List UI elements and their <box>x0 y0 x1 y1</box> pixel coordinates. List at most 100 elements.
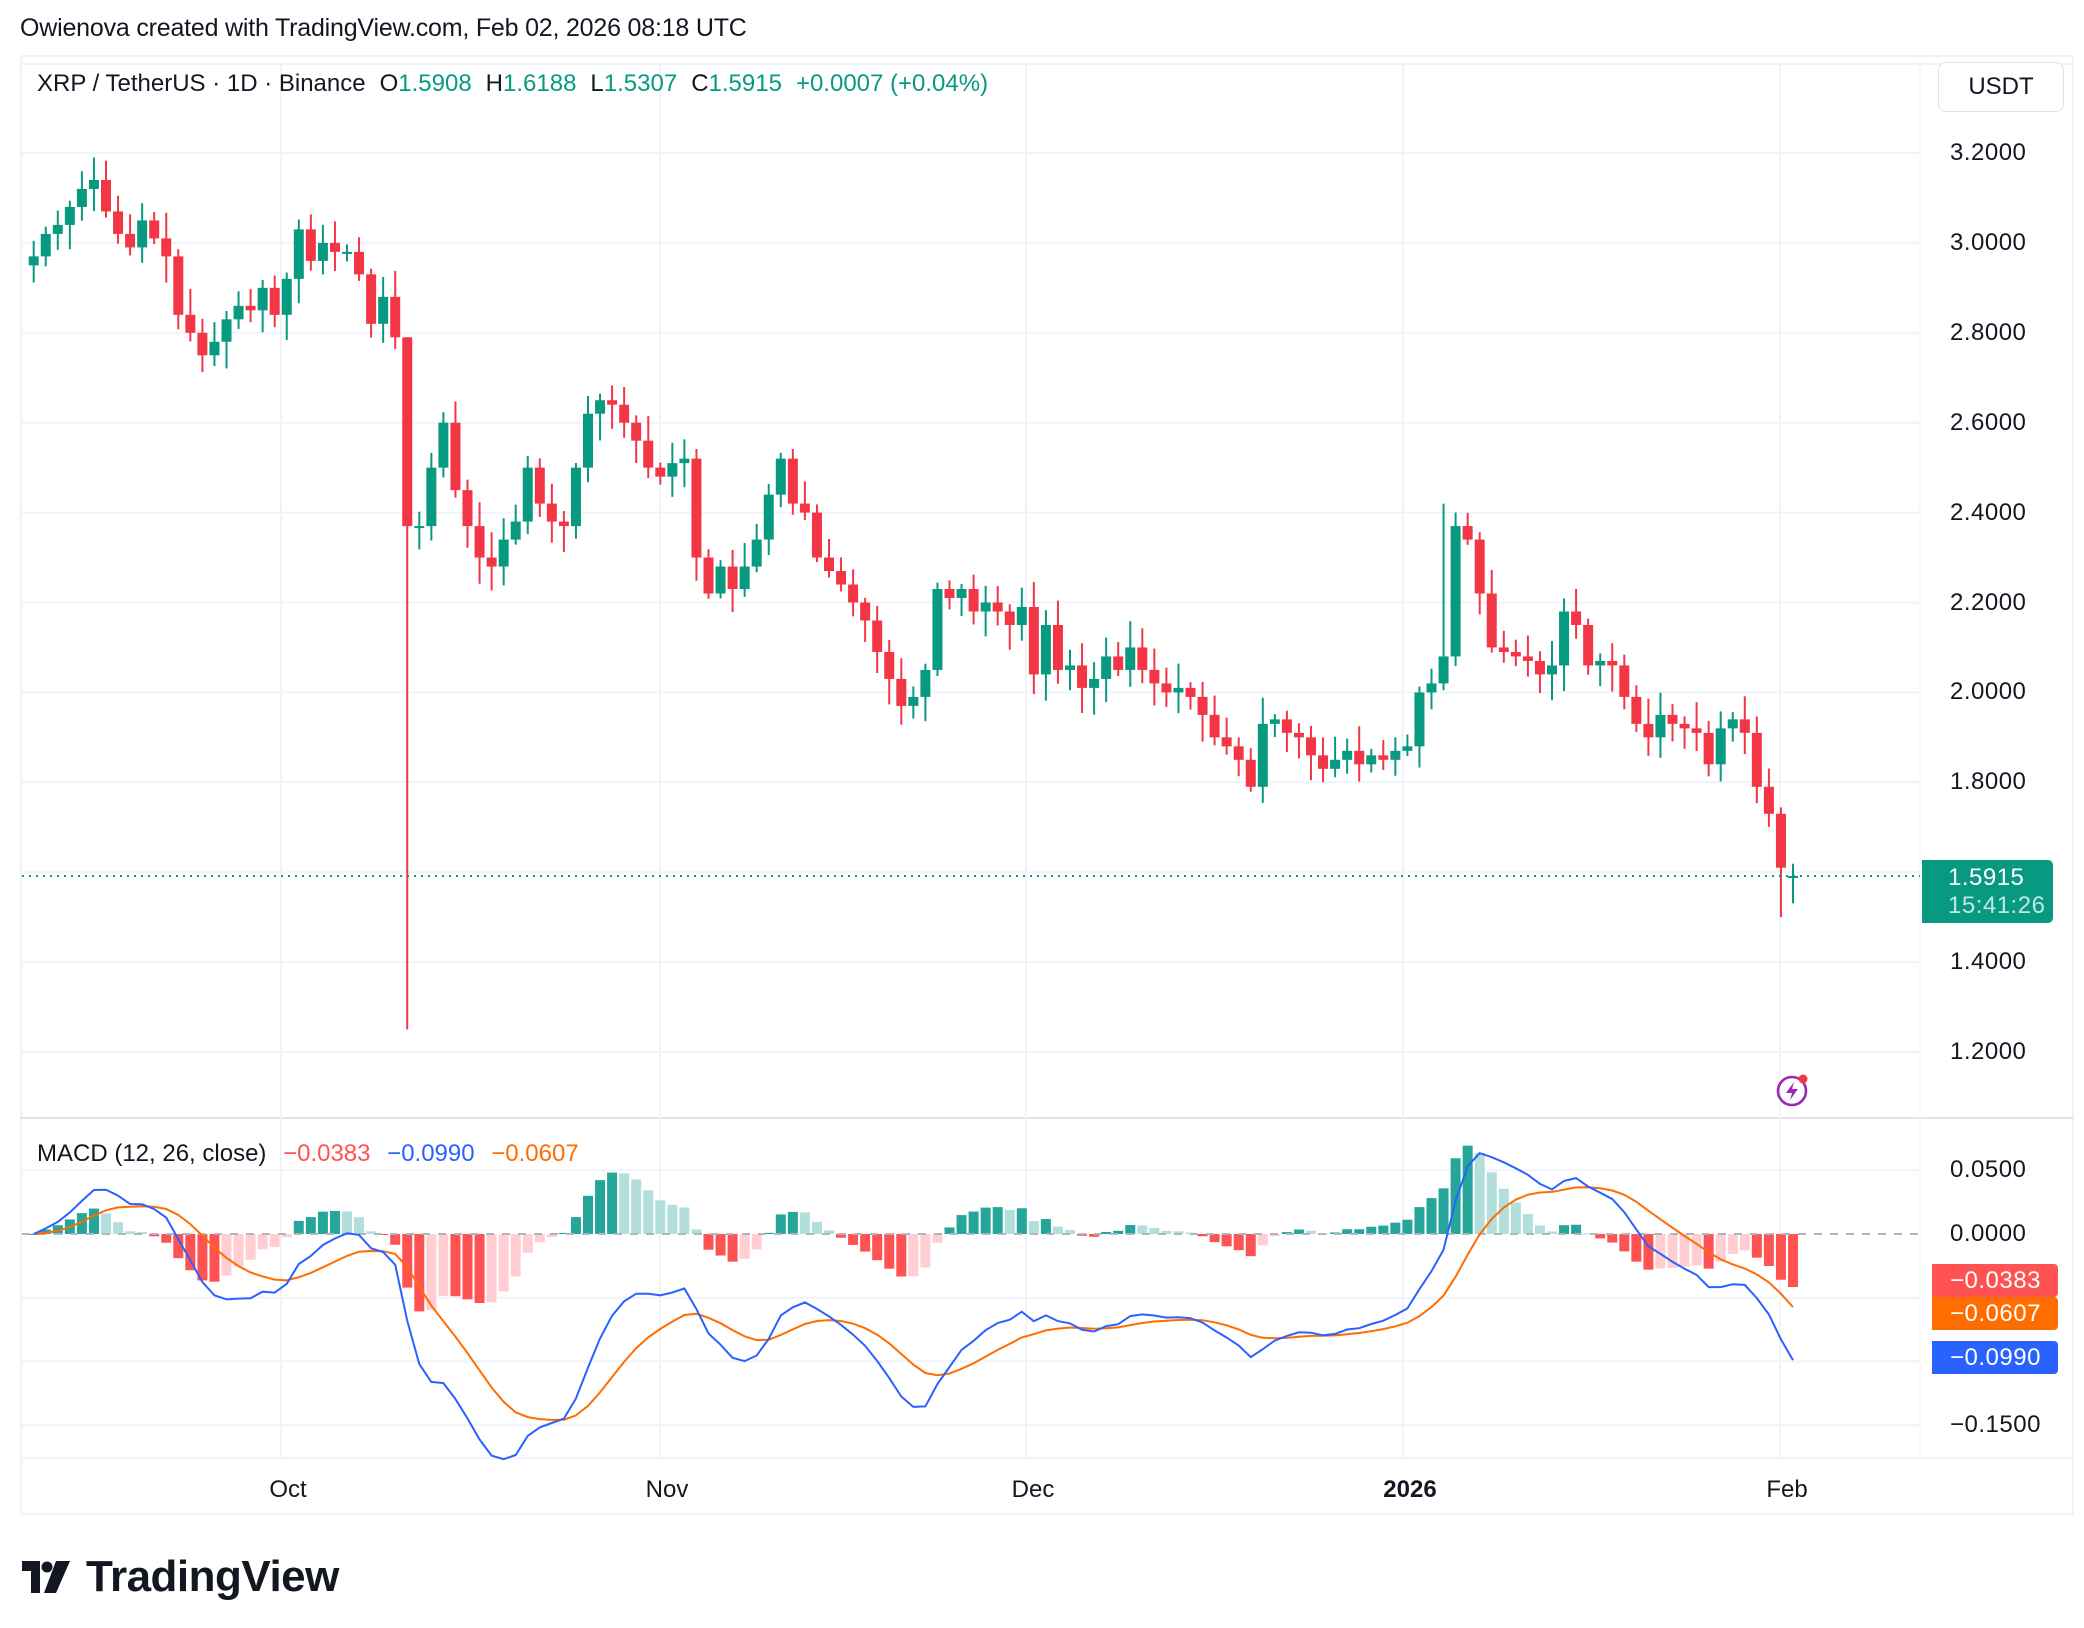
candle <box>908 696 919 706</box>
macd-histogram-bar <box>1655 1234 1666 1269</box>
macd-histogram-bar <box>583 1195 593 1234</box>
candle <box>233 305 244 320</box>
macd-histogram-bar <box>1691 1234 1702 1266</box>
time-axis-label: Oct <box>269 1476 307 1503</box>
macd-histogram-bar <box>968 1211 979 1234</box>
macd-histogram-bar <box>354 1217 365 1234</box>
candle <box>1077 665 1088 688</box>
macd-histogram-bar <box>775 1214 786 1234</box>
macd-histogram-bar <box>1245 1234 1256 1257</box>
low-value: 1.5307 <box>603 70 678 97</box>
change-value: +0.0007 (+0.04%) <box>795 70 989 97</box>
candle <box>257 287 268 311</box>
candle <box>631 422 642 441</box>
macd-histogram-bar <box>1342 1229 1353 1234</box>
symbol-title[interactable]: XRP / TetherUS · 1D · Binance <box>37 70 366 97</box>
time-axis-label: Nov <box>645 1476 689 1503</box>
candle <box>884 651 895 679</box>
candle <box>667 463 678 477</box>
candle <box>558 521 569 527</box>
candle <box>1330 759 1341 769</box>
macd-histogram-bar <box>715 1234 726 1256</box>
candle <box>1559 611 1570 666</box>
candle <box>1715 728 1726 765</box>
candle <box>1751 732 1762 787</box>
macd-histogram-bar <box>1510 1202 1521 1234</box>
macd-histogram-bar <box>522 1234 533 1253</box>
macd-histogram-bar <box>245 1234 256 1260</box>
last-price-value: 1.5915 <box>1948 864 2025 891</box>
tradingview-logo[interactable]: TradingView <box>22 1552 339 1602</box>
candle <box>1667 714 1678 724</box>
currency-button[interactable]: USDT <box>1938 62 2064 112</box>
macd-histogram-bar <box>342 1211 352 1234</box>
macd-histogram-bar <box>1161 1230 1172 1234</box>
candle <box>775 458 786 495</box>
macd-title[interactable]: MACD (12, 26, close) <box>37 1140 267 1167</box>
candle <box>1547 665 1557 675</box>
macd-histogram-bar <box>1354 1229 1365 1234</box>
candle <box>1366 755 1377 765</box>
candle <box>510 521 521 540</box>
macd-histogram-bar <box>908 1234 919 1277</box>
macd-histogram-bar <box>329 1210 340 1234</box>
macd-histogram-bar <box>1631 1234 1642 1262</box>
macd-histogram-bar <box>414 1234 425 1312</box>
macd-histogram-bar <box>546 1234 557 1238</box>
macd-line-tag: −0.0990 <box>1932 1341 2058 1374</box>
candle <box>1113 656 1124 670</box>
macd-histogram-bar <box>185 1234 196 1271</box>
macd-histogram-bar <box>426 1234 437 1311</box>
low-label: L <box>590 70 604 97</box>
candle <box>534 467 545 504</box>
macd-histogram-bar <box>450 1234 461 1297</box>
candle <box>848 584 859 603</box>
candle <box>715 566 726 594</box>
candle <box>161 238 172 257</box>
chart-credit: Owienova created with TradingView.com, F… <box>20 14 747 42</box>
close-value: 1.5915 <box>708 70 782 97</box>
macd-histogram-bar <box>390 1234 401 1245</box>
macd-histogram-bar <box>1306 1230 1316 1234</box>
candle <box>787 458 798 504</box>
macd-histogram-bar <box>956 1215 967 1234</box>
lightning-alert-icon[interactable] <box>1774 1071 1812 1109</box>
macd-histogram-bar <box>667 1204 678 1234</box>
candle <box>450 422 461 491</box>
macd-line <box>33 1151 1794 1461</box>
macd-histogram-bar <box>197 1234 208 1281</box>
candle <box>763 494 774 540</box>
macd-histogram-bar <box>1486 1172 1497 1234</box>
candle <box>595 400 606 414</box>
macd-histogram-bar <box>113 1222 124 1234</box>
candle <box>980 602 991 612</box>
candle <box>1233 746 1244 760</box>
macd-histogram-bar <box>317 1211 328 1234</box>
candle <box>607 400 618 405</box>
bar-countdown: 15:41:26 <box>1948 892 2046 919</box>
price-axis-label: 2.8000 <box>1950 318 2027 346</box>
candle <box>691 458 702 558</box>
candle <box>1028 606 1039 675</box>
macd-histogram-bar <box>173 1234 184 1259</box>
chart-frame <box>20 55 2074 1515</box>
macd-histogram-bar <box>1052 1226 1063 1234</box>
macd-histogram-bar <box>763 1232 774 1234</box>
candle <box>1450 526 1461 657</box>
candle <box>342 251 352 254</box>
candle <box>1149 669 1160 684</box>
macd-histogram-bar <box>558 1232 569 1234</box>
macd-histogram-bar <box>125 1231 136 1234</box>
macd-histogram-bar <box>872 1234 883 1261</box>
candle <box>1474 539 1485 594</box>
macd-histogram-bar <box>269 1234 280 1248</box>
last-price-tag: 1.5915 15:41:26 <box>1922 860 2053 923</box>
macd-histogram-bar <box>1149 1228 1160 1234</box>
macd-histogram-bar <box>438 1234 449 1296</box>
candle <box>872 620 883 652</box>
macd-histogram-bar <box>1727 1234 1738 1254</box>
candle <box>799 503 810 513</box>
macd-histogram-bar <box>1534 1225 1545 1234</box>
